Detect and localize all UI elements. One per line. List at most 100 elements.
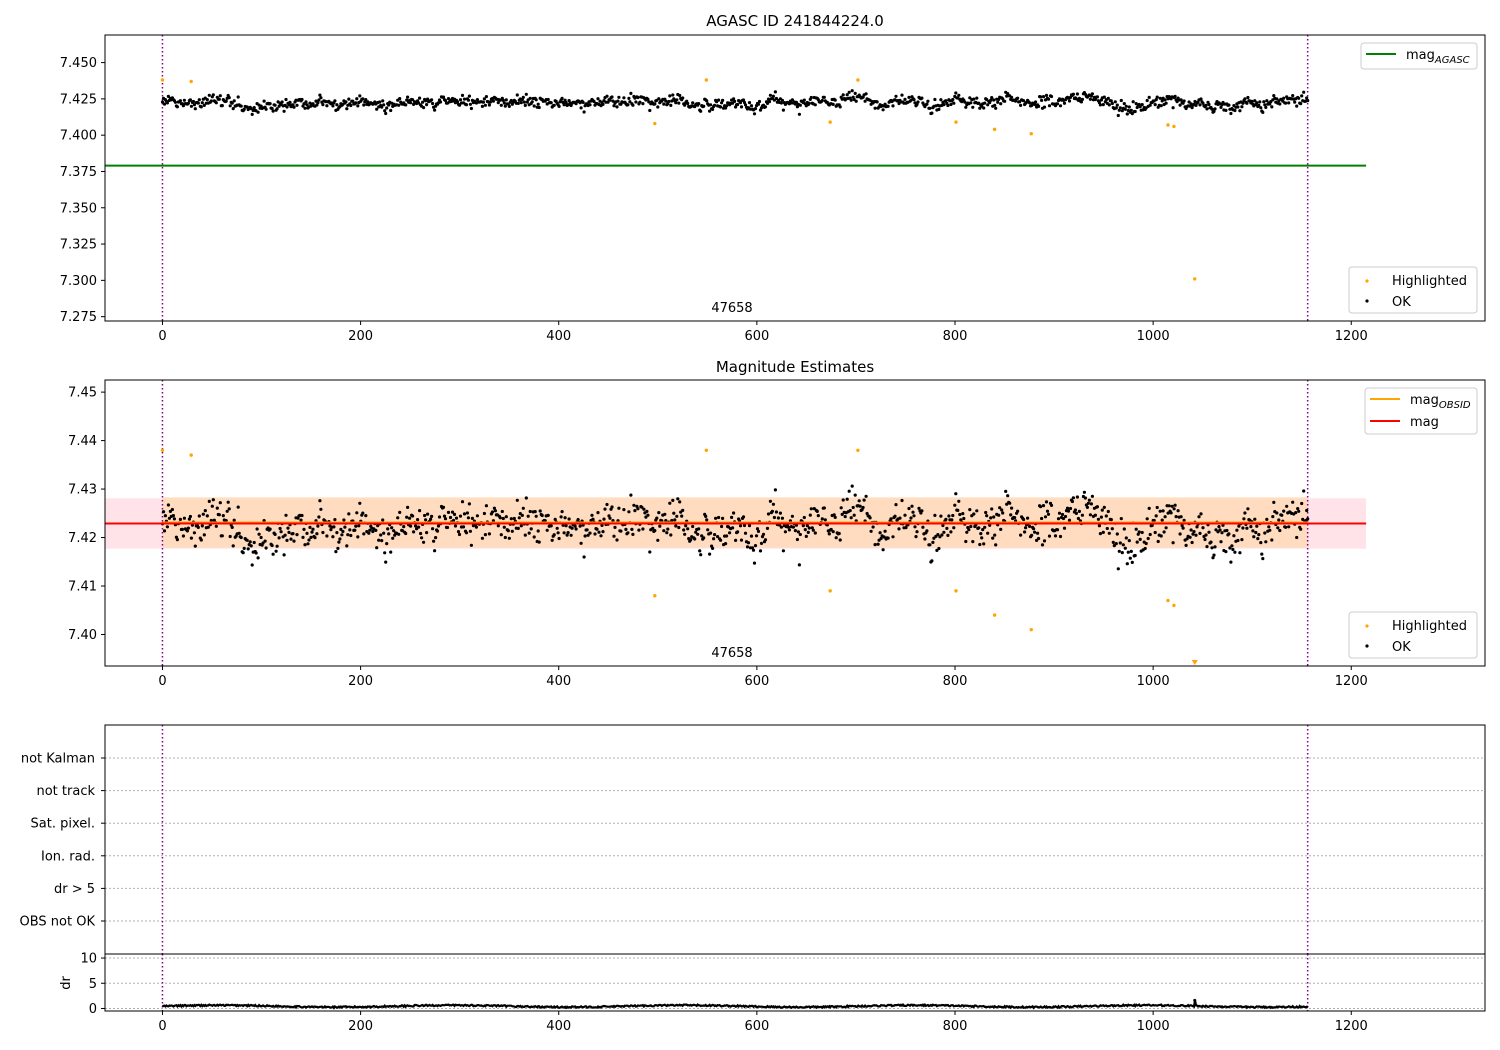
ok-point xyxy=(1255,101,1259,105)
ok-point xyxy=(1171,541,1175,545)
x-tick-label: 1200 xyxy=(1335,1019,1368,1034)
ok-point xyxy=(732,97,736,101)
ok-point xyxy=(736,102,740,107)
ok-point xyxy=(767,100,772,104)
ok-point xyxy=(533,510,537,514)
ok-point xyxy=(645,509,649,513)
ok-point xyxy=(319,96,323,100)
ok-point xyxy=(1100,508,1104,512)
ok-point xyxy=(284,97,288,102)
legend-ok: OK xyxy=(1392,640,1411,655)
ok-point xyxy=(1075,92,1079,96)
ok-point xyxy=(699,553,703,557)
ok-point xyxy=(368,528,372,532)
ok-point xyxy=(1118,541,1122,545)
ok-point xyxy=(619,529,623,533)
ok-point xyxy=(766,97,771,101)
ok-point xyxy=(1235,528,1239,532)
ok-point xyxy=(302,527,306,532)
ok-point xyxy=(483,103,487,107)
ok-point xyxy=(725,104,729,108)
ok-point xyxy=(339,527,343,532)
ok-point xyxy=(686,527,690,531)
ok-point xyxy=(303,543,307,547)
ok-point xyxy=(1212,109,1216,113)
ok-point xyxy=(254,551,258,555)
x-tick-label: 200 xyxy=(348,674,373,689)
ok-point xyxy=(1133,109,1137,114)
ok-point xyxy=(301,535,305,540)
ok-point xyxy=(1138,537,1142,542)
ok-point xyxy=(593,532,597,536)
ok-point xyxy=(930,559,934,563)
ok-point xyxy=(1150,523,1154,528)
y-tick-label: 7.425 xyxy=(60,92,97,107)
ok-point xyxy=(364,514,368,518)
ok-point xyxy=(1095,505,1099,509)
ok-point xyxy=(1107,103,1111,107)
ok-point xyxy=(289,537,293,541)
ok-point xyxy=(673,518,677,522)
ok-point xyxy=(386,527,390,531)
ok-point xyxy=(629,493,633,497)
ok-point xyxy=(741,515,746,519)
ok-point xyxy=(221,514,225,518)
ok-point xyxy=(381,518,385,522)
ok-point xyxy=(937,107,941,111)
ok-point xyxy=(1233,108,1237,113)
ok-point xyxy=(1277,518,1281,522)
ok-point xyxy=(1195,525,1199,529)
ok-point xyxy=(1093,513,1097,517)
ok-point xyxy=(484,504,488,508)
ok-point xyxy=(838,105,842,109)
ok-point xyxy=(200,101,204,105)
ok-point xyxy=(1251,529,1255,533)
ok-point xyxy=(178,517,182,522)
ok-point xyxy=(1187,100,1191,104)
ok-point xyxy=(1009,513,1013,517)
ok-point xyxy=(1173,94,1177,98)
ok-point xyxy=(452,512,457,517)
ok-point xyxy=(957,93,961,97)
ok-point xyxy=(1267,525,1271,529)
ok-point xyxy=(1041,95,1046,99)
ok-point xyxy=(382,103,386,107)
ok-point xyxy=(1061,516,1066,521)
ok-point xyxy=(295,533,299,537)
ok-point xyxy=(475,98,479,102)
ok-point xyxy=(798,103,802,107)
ok-point xyxy=(308,525,312,530)
ok-point xyxy=(1131,100,1135,104)
ok-point xyxy=(903,513,907,517)
ok-point xyxy=(484,95,488,99)
ok-point xyxy=(227,507,231,511)
ok-point xyxy=(1040,98,1044,102)
ok-point xyxy=(191,99,195,104)
ok-point xyxy=(605,502,609,507)
ok-point xyxy=(791,525,796,529)
ok-point xyxy=(582,110,586,114)
ok-point xyxy=(301,104,305,108)
ok-point xyxy=(166,503,170,507)
ok-point xyxy=(854,99,858,103)
ok-point xyxy=(1306,99,1310,103)
ok-point xyxy=(790,98,795,102)
ok-point xyxy=(831,530,835,534)
ok-point xyxy=(745,545,750,549)
ok-point xyxy=(985,514,989,518)
ok-point xyxy=(1047,534,1052,538)
ok-point xyxy=(383,109,387,113)
ok-point xyxy=(656,538,660,542)
ok-point xyxy=(521,506,525,510)
ok-point xyxy=(333,518,337,522)
ok-point xyxy=(434,536,438,540)
ok-point xyxy=(588,531,592,535)
ok-point xyxy=(1109,99,1113,103)
ok-point xyxy=(1227,103,1231,107)
ok-point xyxy=(468,529,472,533)
ok-point xyxy=(945,526,949,531)
ok-point xyxy=(1067,99,1072,103)
ok-point xyxy=(375,107,379,111)
ok-point xyxy=(199,105,203,109)
ok-point xyxy=(1302,489,1306,493)
